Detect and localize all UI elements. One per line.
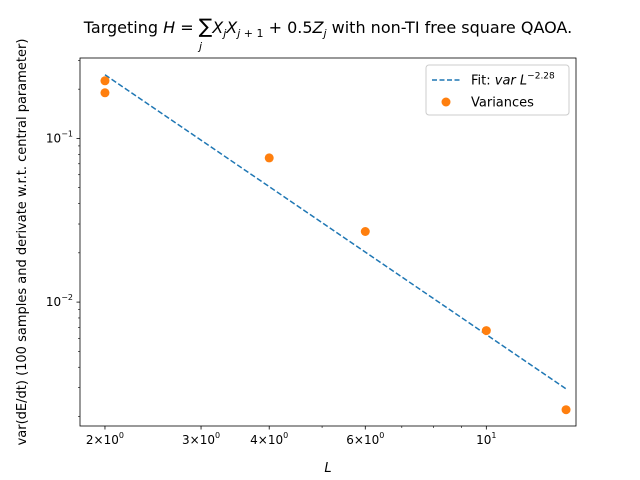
legend: Fit: var L−2.28 Variances [425, 64, 570, 116]
x-axis-minor-ticks [321, 426, 462, 428]
legend-box [425, 64, 570, 116]
variance-point [100, 76, 110, 86]
x-tick-label: 3×100 [182, 431, 220, 447]
x-tick-label: 6×100 [346, 431, 384, 447]
x-tick-label: 101 [476, 431, 496, 447]
y-axis-minor-ticks [78, 60, 80, 417]
chart-title: Targeting H = ∑XjXj + 1 + 0.5Zj with non… [83, 14, 572, 40]
variance-point [360, 226, 370, 236]
series-layer [100, 74, 571, 415]
y-axis-ticks: 10−1 10−2 [46, 129, 80, 309]
plot-area [79, 57, 577, 427]
y-tick-label: 10−1 [46, 129, 73, 145]
chart-title-prefix: Targeting [83, 18, 163, 37]
legend-variances-label: Variances [471, 96, 534, 111]
variance-point [264, 153, 274, 163]
x-axis-ticks: 2×100 3×100 4×100 6×100 101 [86, 426, 497, 447]
title-sum-index: j [197, 40, 203, 53]
chart-title-suffix: with non-TI free square QAOA. [327, 18, 573, 37]
legend-fit-label: Fit: var L−2.28 [471, 72, 555, 89]
legend-variances-marker [441, 97, 451, 107]
x-axis-label: L [324, 461, 331, 476]
y-axis-label: var(dE/dt) (100 samples and derivate w.r… [15, 39, 30, 446]
y-tick-label: 10−2 [46, 293, 73, 309]
variance-point [561, 405, 571, 415]
x-tick-label: 2×100 [86, 431, 124, 447]
x-tick-label: 4×100 [250, 431, 288, 447]
variance-point [100, 88, 110, 98]
variance-point [481, 326, 491, 336]
fit-line [104, 74, 567, 390]
